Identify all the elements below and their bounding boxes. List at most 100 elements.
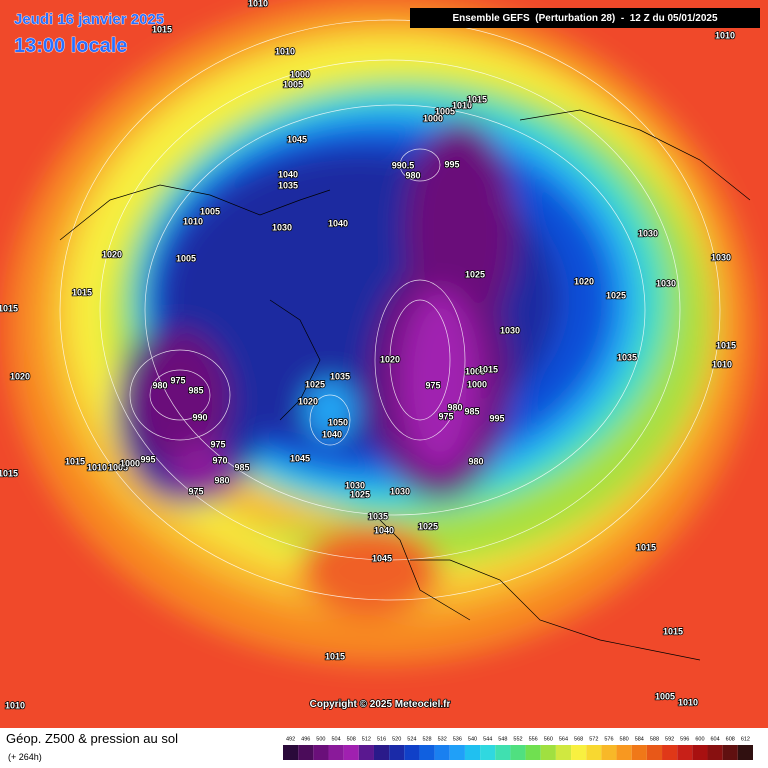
scale-label: 544	[483, 736, 492, 742]
isolines	[59, 19, 721, 601]
scale-swatch	[449, 745, 465, 760]
scale-label: 596	[680, 736, 689, 742]
pressure-label: 1015	[636, 542, 656, 552]
scale-label: 552	[513, 736, 522, 742]
scale-swatch	[495, 745, 511, 760]
scale-label: 540	[468, 736, 477, 742]
scale-swatch	[646, 745, 663, 760]
pressure-label: 1045	[287, 134, 307, 144]
pressure-label: 1035	[617, 352, 637, 362]
pressure-label: 1020	[574, 276, 594, 286]
pressure-label: 1025	[350, 489, 370, 499]
pressure-label: 1015	[0, 303, 18, 313]
scale-label: 492	[286, 736, 295, 742]
pressure-label: 975	[188, 486, 203, 496]
scale-label: 600	[695, 736, 704, 742]
scale-swatch	[525, 745, 541, 760]
scale-swatch	[419, 745, 435, 760]
pressure-label: 990.5	[392, 160, 415, 170]
pressure-label: 1010	[5, 700, 25, 710]
local-time: 13:00 locale	[14, 35, 127, 57]
pressure-label: 1020	[380, 354, 400, 364]
pressure-label: 975	[170, 375, 185, 385]
pressure-label: 1000	[120, 458, 140, 468]
pressure-label: 1040	[322, 429, 342, 439]
pressure-label: 1045	[290, 453, 310, 463]
scale-swatch	[434, 745, 450, 760]
pressure-label: 1010	[678, 697, 698, 707]
pressure-label: 1010	[715, 30, 735, 40]
pressure-label: 1035	[368, 511, 388, 521]
scale-swatch	[328, 745, 344, 760]
pressure-label: 1015	[325, 651, 345, 661]
footer-title: Géop. Z500 & pression au sol	[6, 731, 178, 746]
scale-label: 504	[331, 736, 340, 742]
scale-swatch	[571, 745, 587, 760]
scale-swatch	[722, 745, 738, 760]
pressure-label: 995	[140, 454, 155, 464]
pressure-label: 1005	[435, 106, 455, 116]
scale-label: 500	[316, 736, 325, 742]
pressure-label: 1030	[272, 222, 292, 232]
scale-swatch	[616, 745, 632, 760]
pressure-label: 980	[405, 170, 420, 180]
pressure-label: 1015	[467, 94, 487, 104]
date: Jeudi 16 janvier 2025	[14, 11, 164, 28]
scale-swatch	[677, 745, 693, 760]
scale-label: 528	[422, 736, 431, 742]
color-scale: 492 496 500 504 508 512 516 520 524 528 532 536 540 5…	[283, 736, 753, 760]
pressure-label: 975	[210, 439, 225, 449]
scale-label: 536	[453, 736, 462, 742]
pressure-label: 1035	[330, 371, 350, 381]
scale-label: 572	[589, 736, 598, 742]
scale-swatch	[298, 745, 314, 760]
scale-swatch	[737, 745, 753, 760]
pressure-label: 970	[212, 455, 227, 465]
pressure-label: 1030	[711, 252, 731, 262]
scale-swatch	[662, 745, 678, 760]
pressure-label: 975	[438, 411, 453, 421]
scale-label: 520	[392, 736, 401, 742]
pressure-label: 1030	[390, 486, 410, 496]
pressure-label: 1015	[478, 364, 498, 374]
scale-label: 512	[362, 736, 371, 742]
pressure-label: 1040	[278, 169, 298, 179]
scale-swatch	[555, 745, 572, 760]
scale-label: 564	[559, 736, 568, 742]
scale-label: 608	[726, 736, 735, 742]
pressure-label: 985	[234, 462, 249, 472]
scale-label: 588	[650, 736, 659, 742]
pressure-label: 1015	[72, 287, 92, 297]
pressure-label: 1005	[283, 79, 303, 89]
pressure-label: 1010	[275, 46, 295, 56]
scale-swatch	[631, 745, 647, 760]
scale-label: 560	[544, 736, 553, 742]
pressure-label: 980	[214, 475, 229, 485]
pressure-label: 1010	[712, 359, 732, 369]
pressure-label: 1015	[152, 24, 172, 34]
scale-swatch	[404, 745, 420, 760]
scale-label: 556	[529, 736, 538, 742]
coastlines	[59, 109, 751, 661]
pressure-label: 985	[188, 385, 203, 395]
pressure-label: 1005	[200, 206, 220, 216]
pressure-label: 1020	[298, 396, 318, 406]
scale-swatch	[313, 745, 329, 760]
scale-label: 508	[347, 736, 356, 742]
pressure-label: 1010	[248, 0, 268, 8]
pressure-label: 995	[489, 413, 504, 423]
pressure-label: 1005	[465, 366, 485, 376]
pressure-label: 980	[447, 402, 462, 412]
scale-swatch	[464, 745, 481, 760]
scale-swatch	[480, 745, 496, 760]
scale-label: 496	[301, 736, 310, 742]
scale-swatch	[343, 745, 359, 760]
scale-label: 548	[498, 736, 507, 742]
pressure-label: 1005	[108, 462, 128, 472]
pressure-label: 1025	[305, 379, 325, 389]
scale-label: 532	[438, 736, 447, 742]
pressure-label: 1005	[176, 253, 196, 263]
pressure-label: 1020	[10, 371, 30, 381]
scale-swatch	[707, 745, 723, 760]
